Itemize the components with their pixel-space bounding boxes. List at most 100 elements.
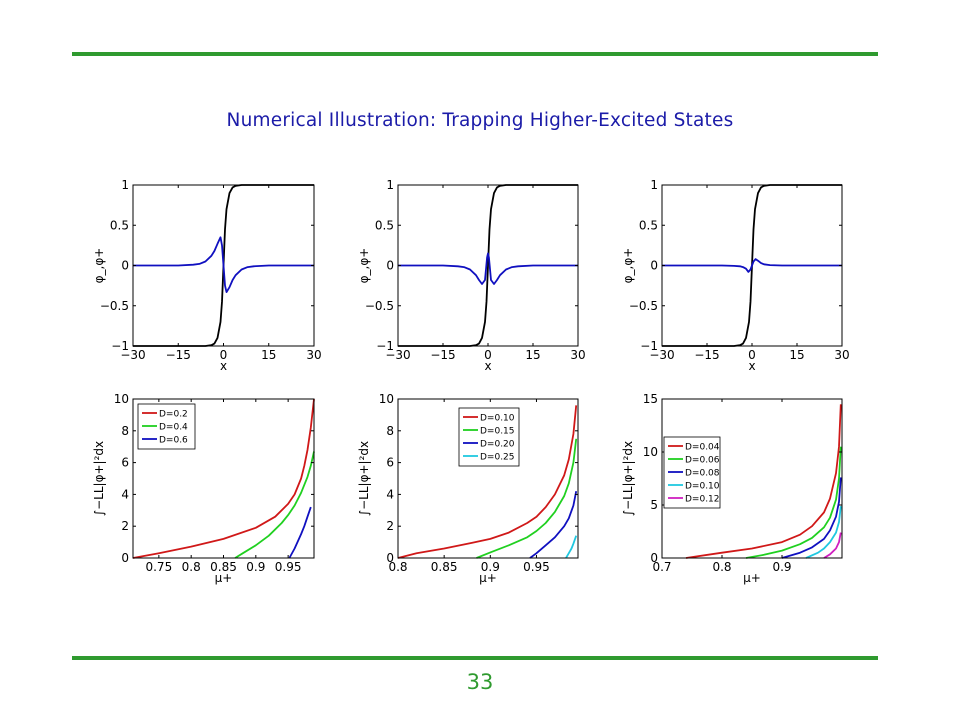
legend-label: D=0.10 (480, 414, 515, 424)
x-tick-label: 15 (525, 348, 540, 362)
x-tick-label: 0.95 (275, 560, 302, 574)
x-tick-label: 0.7 (652, 560, 671, 574)
x-tick-label: −30 (385, 348, 410, 362)
x-tick-label: 0.8 (182, 560, 201, 574)
slide-title: Numerical Illustration: Trapping Higher-… (226, 110, 734, 131)
legend-label: D=0.04 (685, 443, 720, 453)
x-tick-label: 0 (220, 348, 228, 362)
legend: D=0.10 D=0.15 D=0.20 D=0.25 (458, 407, 520, 467)
x-tick-label: −15 (694, 348, 719, 362)
x-axis-label: x (484, 359, 491, 373)
x-axis-label: μ+ (215, 571, 233, 585)
y-tick-label: 0.5 (639, 218, 658, 232)
chart-panel-5: 0.8 0.85 0.9 0.95 0 2 4 6 8 10 μ+ ∫−LL|φ+|²dx D=0.10… (357, 392, 579, 585)
chart-panel-6: 0.7 0.8 0.9 0 5 10 15 μ+ ∫−LL|φ+|²dx D=0.04 D=0.06… (621, 392, 843, 585)
x-tick-label: 30 (570, 348, 585, 362)
legend-label: D=0.25 (480, 453, 515, 463)
y-axis-label: φ_,φ+ (621, 248, 635, 284)
x-tick-label: 0.8 (712, 560, 731, 574)
legend-label: D=0.15 (480, 427, 515, 437)
chart-panel-4: 0.75 0.8 0.85 0.9 0.95 0 2 4 6 8 10 μ+ ∫−LL|φ+|²dx D=… (92, 392, 315, 585)
x-tick-label: −15 (166, 348, 191, 362)
x-tick-label: 0.95 (523, 560, 550, 574)
series-line-2 (133, 236, 314, 294)
x-tick-label: 15 (789, 348, 804, 362)
y-tick-label: 6 (386, 456, 394, 470)
legend-label: D=0.4 (159, 423, 188, 433)
legend-label: D=0.20 (480, 440, 515, 450)
y-tick-label: 8 (386, 424, 394, 438)
legend-label: D=0.6 (159, 436, 188, 446)
legend-label: D=0.12 (685, 495, 720, 505)
y-tick-label: 0 (386, 551, 394, 565)
y-tick-label: −0.5 (100, 299, 129, 313)
x-tick-label: 30 (306, 348, 321, 362)
y-axis-label: φ_,φ+ (357, 248, 371, 284)
series-line-2 (398, 252, 578, 285)
x-tick-label: 15 (261, 348, 276, 362)
series-line-2 (234, 451, 315, 559)
chart-panel-3: −30 −15 0 15 30 −1 −0.5 0 0.5 1 x φ_,φ+ (621, 178, 850, 373)
series-line-2 (745, 446, 842, 559)
y-tick-label: 2 (121, 519, 129, 533)
series-line-4 (565, 535, 578, 559)
top-divider (72, 52, 878, 56)
y-axis-label: ∫−LL|φ+|²dx (357, 441, 371, 516)
x-tick-label: 30 (834, 348, 849, 362)
y-axis-label: ∫−LL|φ+|²dx (92, 441, 106, 516)
y-tick-label: −1 (111, 339, 129, 353)
x-tick-label: −15 (430, 348, 455, 362)
series-line-2 (662, 258, 842, 273)
x-tick-label: 0.75 (145, 560, 172, 574)
series-line-4 (805, 505, 842, 559)
series-line-1 (397, 405, 578, 559)
legend-label: D=0.08 (685, 469, 720, 479)
y-tick-label: 0 (121, 259, 129, 273)
y-tick-label: 10 (379, 392, 394, 406)
y-tick-label: −0.5 (365, 299, 394, 313)
page-number: 33 (466, 670, 494, 694)
series-line-2 (476, 438, 578, 559)
x-tick-label: 0 (484, 348, 492, 362)
plot-frame (397, 398, 579, 559)
y-tick-label: 10 (643, 445, 658, 459)
y-tick-label: 8 (121, 424, 129, 438)
y-tick-label: 5 (650, 498, 658, 512)
series-line-1 (132, 398, 315, 559)
series-line-3 (529, 491, 578, 559)
y-tick-label: 1 (650, 178, 658, 192)
series-line-1 (685, 404, 842, 559)
y-tick-label: 1 (386, 178, 394, 192)
chart-panel-1: −30 −15 0 15 30 −1 −0.5 0 0.5 1 x φ_,φ+ (92, 178, 322, 373)
chart-panel-2: −30 −15 0 15 30 −1 −0.5 0 0.5 1 x φ_,φ+ (357, 178, 586, 373)
legend-label: D=0.2 (159, 410, 188, 420)
legend: D=0.04 D=0.06 D=0.08 D=0.10 D=0.12 (663, 436, 721, 509)
y-tick-label: 10 (114, 392, 129, 406)
legend-label: D=0.10 (685, 482, 720, 492)
legend-label: D=0.06 (685, 456, 720, 466)
y-tick-label: 6 (121, 456, 129, 470)
y-axis-label: φ_,φ+ (92, 248, 106, 284)
y-tick-label: −1 (376, 339, 394, 353)
y-tick-label: 0 (386, 259, 394, 273)
y-tick-label: 0 (650, 259, 658, 273)
x-tick-label: 0.9 (481, 560, 500, 574)
y-axis-label: ∫−LL|φ+|²dx (621, 441, 635, 516)
series-line-5 (823, 532, 842, 559)
x-axis-label: x (220, 359, 227, 373)
y-tick-label: 0.5 (375, 218, 394, 232)
plot-frame (661, 398, 843, 559)
x-axis-label: μ+ (743, 571, 761, 585)
bottom-divider (72, 656, 878, 660)
y-tick-label: 1 (121, 178, 129, 192)
x-axis-label: x (748, 359, 755, 373)
y-tick-label: 0 (121, 551, 129, 565)
x-tick-label: 0 (748, 348, 756, 362)
y-tick-label: 4 (386, 487, 394, 501)
x-axis-label: μ+ (479, 571, 497, 585)
x-tick-label: −30 (120, 348, 145, 362)
series-line-3 (781, 477, 842, 559)
x-tick-label: 0.85 (210, 560, 237, 574)
y-tick-label: −0.5 (629, 299, 658, 313)
